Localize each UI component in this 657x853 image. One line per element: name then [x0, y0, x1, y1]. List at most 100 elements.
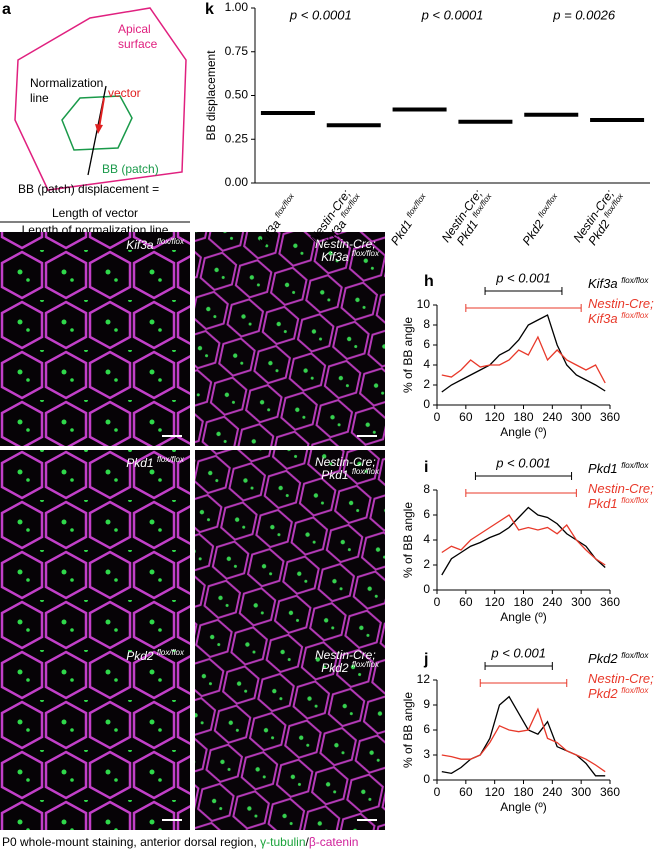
micrograph	[0, 643, 190, 830]
mean-bar	[524, 112, 579, 117]
panel-label: h	[424, 273, 434, 290]
x-tick-label: 0	[434, 785, 441, 799]
micrograph-label: Nestin-Cre; Pkd2 flox/flox	[315, 648, 380, 675]
y-tick-label: 4	[423, 532, 430, 546]
numerator: Length of vector	[52, 206, 138, 220]
y-tick-label: 0	[423, 582, 430, 596]
mean-bar	[326, 123, 381, 128]
y-tick-label: 0	[423, 772, 430, 786]
apical-label: Apical	[118, 22, 151, 36]
x-tick-label: 0	[434, 410, 441, 424]
caption-part: /	[306, 835, 310, 849]
caption: P0 whole-mount staining, anterior dorsal…	[2, 835, 358, 849]
micrograph-label: Pkd2 flox/flox	[126, 648, 185, 664]
x-axis-label: Angle (º)	[500, 610, 546, 624]
x-tick-label: 300	[571, 410, 591, 424]
micrograph-label: Nestin-Cre; Kif3a flox/flox	[315, 237, 380, 264]
micrograph-label: Pkd1 flox/flox	[126, 455, 185, 471]
y-tick-label: 0	[423, 397, 430, 411]
bracket	[484, 662, 553, 670]
caption-part: γ-tubulin	[260, 835, 305, 849]
series-line	[441, 695, 606, 777]
bb-outline	[61, 95, 133, 151]
panel-label: i	[424, 459, 428, 476]
arrow-head	[95, 124, 103, 134]
x-tick-label: 300	[571, 785, 591, 799]
y-tick-label: 2	[423, 377, 430, 391]
series-line	[441, 506, 606, 576]
y-tick-label: 8	[423, 482, 430, 496]
panel-label: k	[205, 1, 214, 18]
y-tick-label: 0.00	[225, 175, 249, 189]
micrograph-label: Kif3a flox/flox	[126, 237, 185, 253]
series-line	[441, 514, 606, 566]
bracket	[474, 472, 573, 480]
x-axis-label: Angle (º)	[500, 800, 546, 814]
panel-label: a	[2, 1, 11, 18]
y-tick-label: 9	[423, 697, 430, 711]
normalization-label: Normalization	[30, 76, 103, 90]
y-axis-label: % of BB angle	[401, 692, 415, 768]
legend-label: Kif3a flox/flox	[588, 276, 649, 292]
x-tick-label: 240	[542, 410, 562, 424]
legend-label: Pkd1 flox/flox	[588, 461, 649, 477]
y-axis-label: % of BB angle	[401, 502, 415, 578]
x-tick-label: 240	[542, 785, 562, 799]
y-axis-label: BB displacement	[204, 50, 218, 141]
p-value: p < 0.0001	[289, 7, 352, 22]
y-tick-label: 10	[417, 297, 431, 311]
apical-label: surface	[118, 37, 158, 51]
x-tick-label: 360	[600, 410, 620, 424]
bracket	[484, 287, 563, 295]
x-tick-label: 300	[571, 595, 591, 609]
legend-label: Pkd2 flox/flox	[588, 651, 649, 667]
y-axis-label: % of BB angle	[401, 317, 415, 393]
x-axis-label: Angle (º)	[500, 425, 546, 439]
bb-label: BB (patch)	[102, 162, 159, 176]
y-tick-label: 4	[423, 357, 430, 371]
y-tick-label: 0.50	[225, 88, 249, 102]
x-tick-label: 120	[485, 595, 505, 609]
x-tick-label: 120	[485, 785, 505, 799]
x-tick-label: 180	[513, 595, 533, 609]
series-line	[441, 707, 606, 773]
series-line	[441, 314, 606, 393]
x-tick-label: Nestin-Cre; Pkd2 flox/flox	[570, 184, 630, 253]
x-tick-label: 60	[459, 785, 473, 799]
series-line	[441, 335, 606, 384]
p-value: p < 0.0001	[421, 7, 484, 22]
x-tick-label: 180	[513, 785, 533, 799]
formula: BB (patch) displacement =	[18, 182, 159, 196]
x-tick-label: 240	[542, 595, 562, 609]
x-tick-label: 120	[485, 410, 505, 424]
x-tick-label: Pkd2 flox/flox	[518, 191, 564, 248]
p-value: p = 0.0026	[552, 7, 616, 22]
mean-bar	[392, 107, 447, 112]
vector-label: vector	[108, 86, 141, 100]
y-tick-label: 2	[423, 557, 430, 571]
caption-part: P0 whole-mount staining, anterior dorsal…	[2, 835, 260, 849]
vector-arrow	[98, 97, 105, 129]
apical-outline	[14, 7, 187, 191]
mean-bar	[458, 119, 513, 124]
micrograph	[0, 232, 190, 446]
x-tick-label: 180	[513, 410, 533, 424]
mean-bar	[260, 111, 315, 115]
panel-label: j	[423, 651, 428, 668]
p-value: p < 0.001	[495, 455, 551, 470]
x-tick-label: 360	[600, 595, 620, 609]
y-tick-label: 1.00	[225, 0, 249, 14]
y-tick-label: 6	[423, 722, 430, 736]
y-tick-label: 3	[423, 747, 430, 761]
y-tick-label: 0.25	[225, 131, 249, 145]
bracket	[465, 304, 582, 312]
micrograph	[195, 450, 385, 664]
x-tick-label: Nestin-Cre; Pkd1 flox/flox	[439, 184, 499, 253]
micrograph	[195, 232, 385, 446]
x-tick-label: 360	[600, 785, 620, 799]
legend-label: Nestin-Cre; Pkd1 flox/flox	[588, 481, 657, 511]
legend-label: Nestin-Cre; Pkd2 flox/flox	[588, 671, 657, 701]
mean-bar	[590, 118, 645, 122]
y-tick-label: 12	[417, 672, 431, 686]
legend-label: Nestin-Cre; Kif3a flox/flox	[588, 296, 657, 326]
